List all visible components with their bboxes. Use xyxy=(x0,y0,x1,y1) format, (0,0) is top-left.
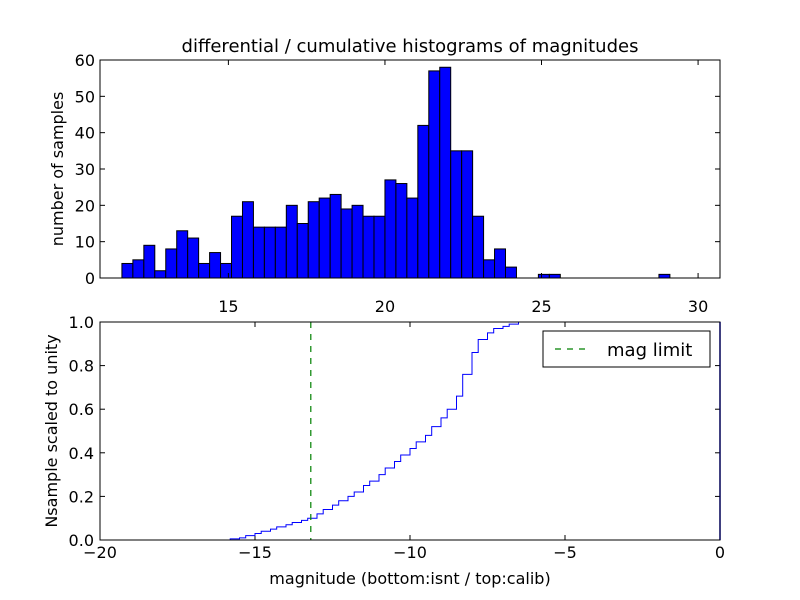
histogram-bar xyxy=(143,244,156,279)
histogram-bar xyxy=(274,226,287,279)
bottom-y-axis-label: Nsample scaled to unity xyxy=(42,334,61,527)
x-tick-label: −15 xyxy=(238,543,272,562)
histogram-bar xyxy=(198,262,211,279)
chart-title: differential / cumulative histograms of … xyxy=(182,36,639,57)
histogram-bar xyxy=(307,201,320,279)
histogram-bar xyxy=(450,150,463,279)
x-axis-label: magnitude (bottom:isnt / top:calib) xyxy=(269,569,550,588)
y-tick-label: 0.6 xyxy=(69,400,94,419)
y-tick-label: 20 xyxy=(75,196,95,215)
bottom-x-ticks: −20 −15 −10 −5 0 xyxy=(83,322,725,562)
histogram-bar xyxy=(187,237,200,279)
y-tick-label: 0 xyxy=(85,269,95,288)
x-tick-label: 15 xyxy=(218,297,238,316)
histogram-bar xyxy=(472,215,485,279)
y-tick-label: 40 xyxy=(75,124,95,143)
histogram-bar xyxy=(351,204,364,279)
histogram-bar xyxy=(176,230,189,279)
x-tick-label: 30 xyxy=(688,297,708,316)
histogram-bar xyxy=(329,193,342,279)
x-tick-label: 25 xyxy=(531,297,551,316)
histogram-bar xyxy=(406,197,419,279)
y-tick-label: 0.8 xyxy=(69,357,94,376)
histogram-bar xyxy=(231,215,243,279)
histogram-bar xyxy=(209,252,222,279)
histogram-bar xyxy=(154,270,167,279)
histogram-bar xyxy=(483,259,496,279)
histogram-bar xyxy=(121,262,134,279)
histogram-bar xyxy=(285,204,298,279)
bottom-cumulative-panel: 0.0 0.2 0.4 0.6 0.8 1.0 −20 −15 −10 −5 0 Nsample … xyxy=(42,313,725,588)
top-axes-frame xyxy=(99,59,721,279)
legend: mag limit xyxy=(542,330,711,368)
histogram-bar xyxy=(417,124,430,279)
histogram-bar xyxy=(340,208,353,279)
x-tick-label: −10 xyxy=(393,543,427,562)
y-tick-label: 50 xyxy=(75,87,95,106)
top-y-axis-label: number of samples xyxy=(48,92,67,247)
top-histogram-panel: differential / cumulative histograms of … xyxy=(48,36,721,316)
histogram-bar xyxy=(428,70,441,279)
x-tick-label: −20 xyxy=(83,543,117,562)
histogram-bar xyxy=(263,226,276,279)
histogram-bar xyxy=(658,273,671,279)
top-x-ticks: 15 20 25 30 xyxy=(218,60,708,316)
top-bars-group xyxy=(121,66,671,279)
y-tick-label: 0.2 xyxy=(69,487,94,506)
y-tick-label: 30 xyxy=(75,160,95,179)
histogram-bar xyxy=(132,259,145,279)
y-tick-label: 0.4 xyxy=(69,444,94,463)
x-tick-label: 0 xyxy=(715,543,725,562)
histogram-bar xyxy=(252,226,265,279)
histogram-bar xyxy=(241,201,254,279)
y-tick-label: 10 xyxy=(75,233,95,252)
histogram-bar xyxy=(296,223,309,279)
histogram-bar xyxy=(318,197,331,279)
cumulative-step-line xyxy=(100,321,720,541)
histogram-bar xyxy=(373,215,386,279)
histogram-bar xyxy=(494,248,507,279)
y-tick-label: 1.0 xyxy=(69,313,94,332)
x-tick-label: −5 xyxy=(553,543,577,562)
histogram-bar xyxy=(362,215,375,279)
y-tick-label: 0.0 xyxy=(69,531,94,550)
top-y-ticks: 0 10 20 30 40 50 60 xyxy=(75,51,720,288)
histogram-bar xyxy=(165,248,178,279)
bottom-axes-frame xyxy=(99,321,721,541)
histogram-bar xyxy=(439,66,452,279)
histogram-bar xyxy=(505,266,517,279)
bottom-y-ticks: 0.0 0.2 0.4 0.6 0.8 1.0 xyxy=(69,313,720,550)
legend-label: mag limit xyxy=(607,340,692,361)
histogram-bar xyxy=(461,150,474,279)
histogram-bar xyxy=(220,262,233,279)
histogram-bar xyxy=(384,179,397,279)
x-tick-label: 20 xyxy=(375,297,395,316)
histogram-bar xyxy=(395,183,408,279)
y-tick-label: 60 xyxy=(75,51,95,70)
histogram-bar xyxy=(548,273,561,279)
histogram-bar xyxy=(537,273,550,279)
